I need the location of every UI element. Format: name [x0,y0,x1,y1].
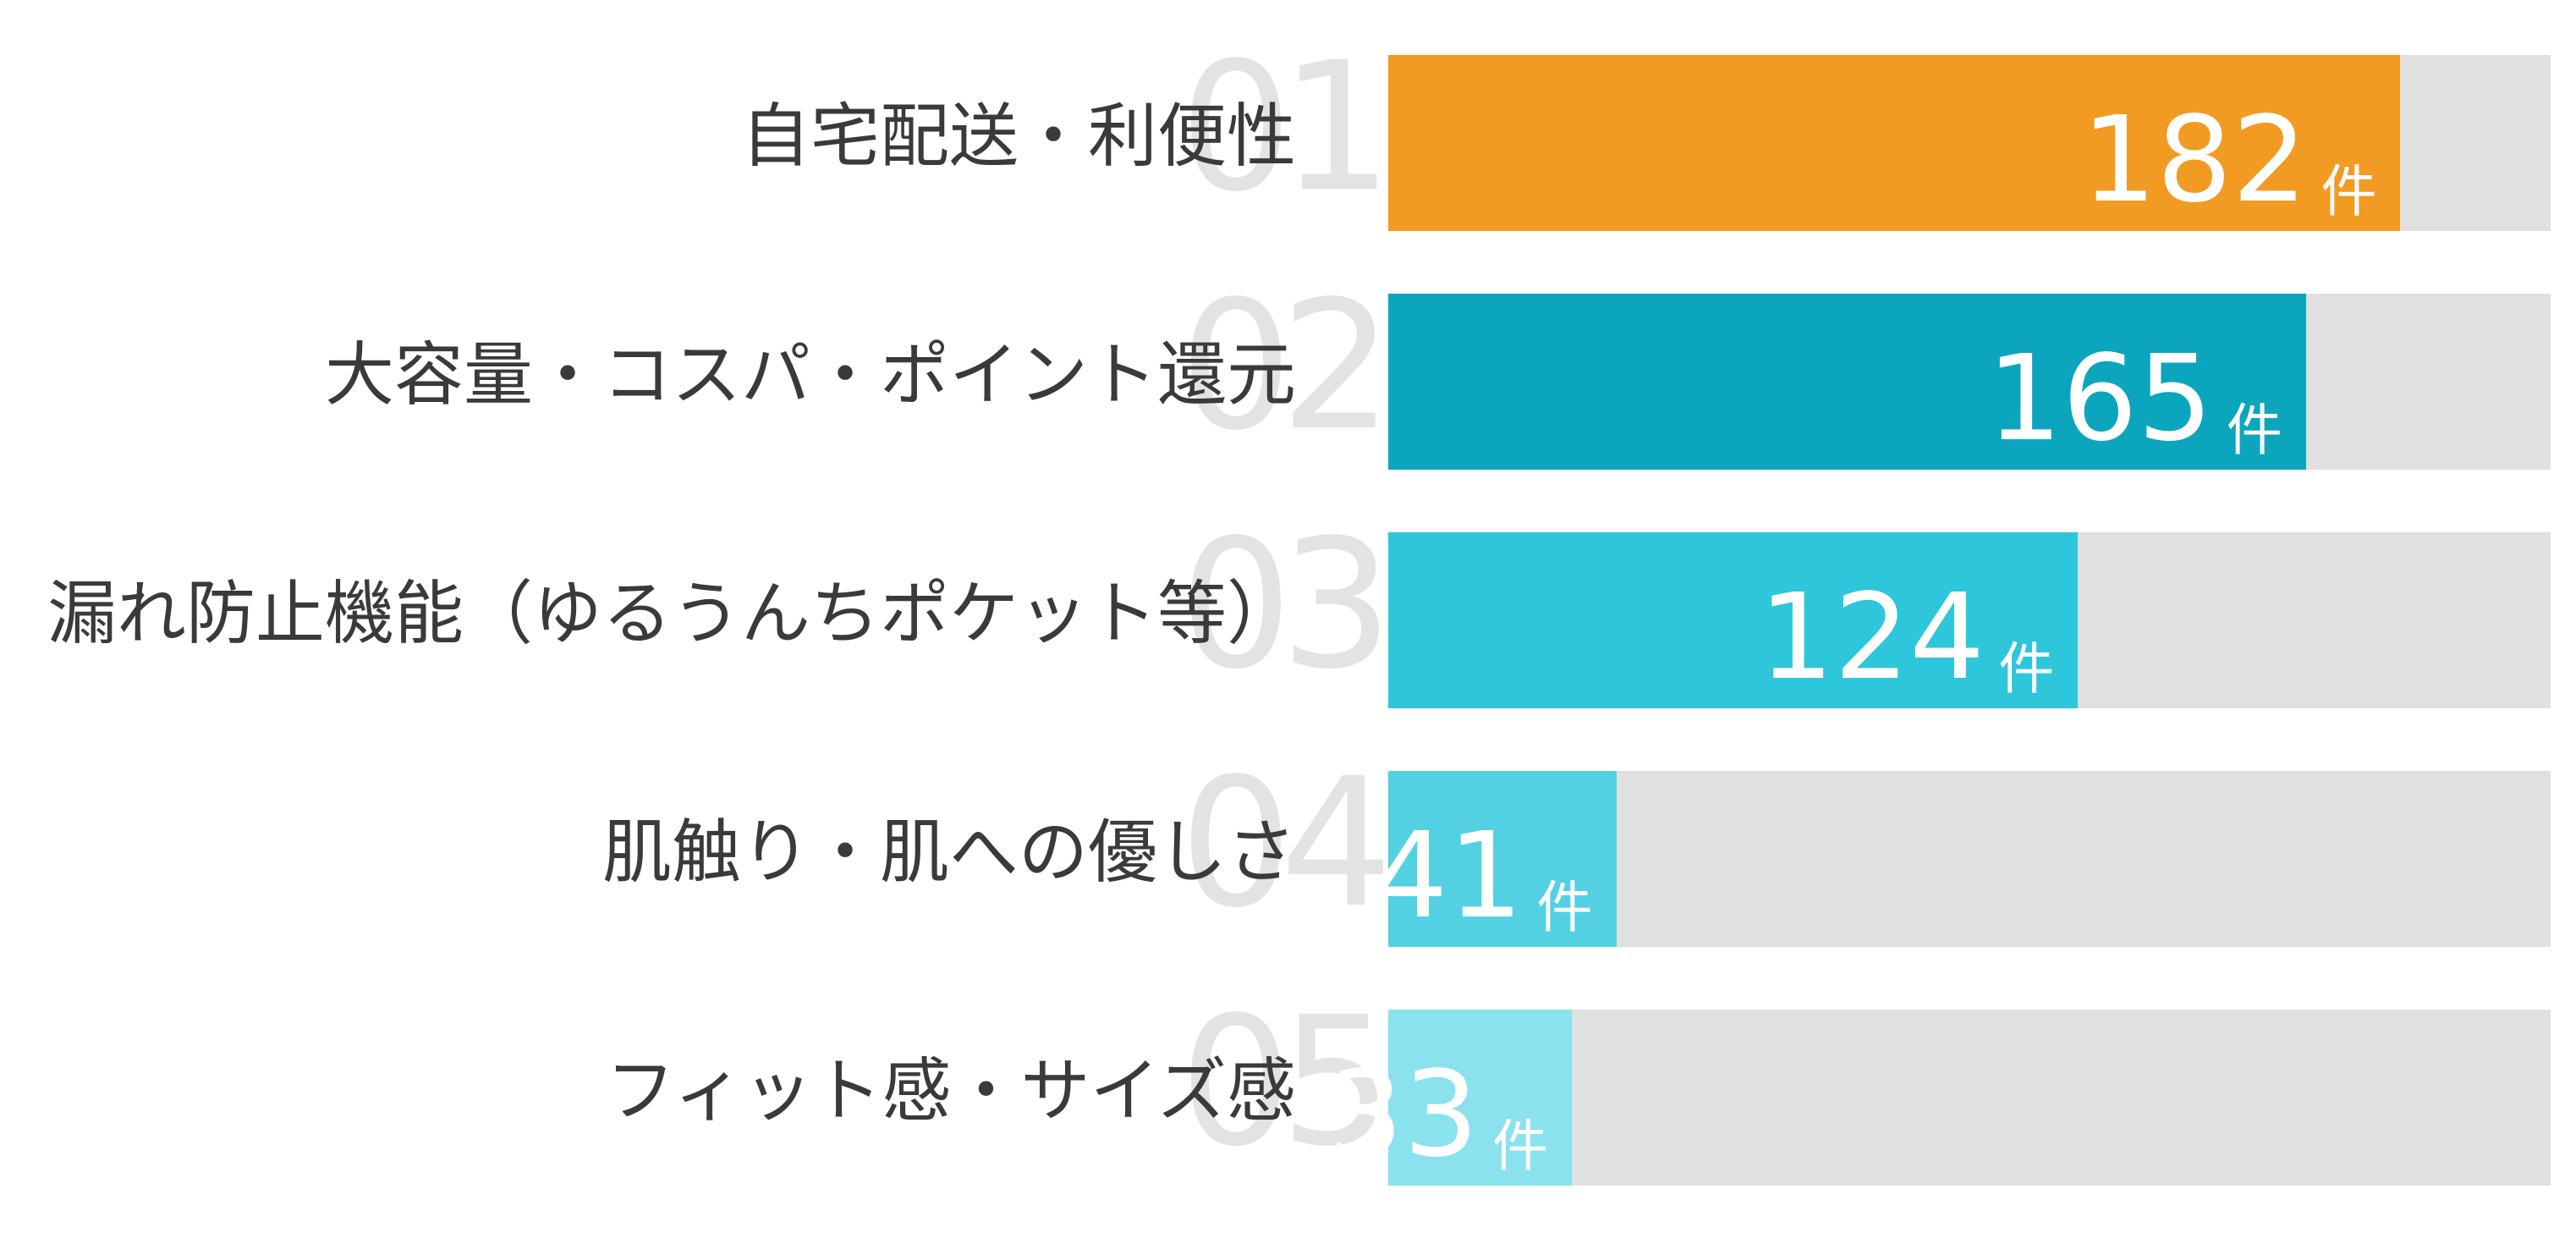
bar-track: 124 件 [1388,532,2551,708]
bar-track: 165 件 [1388,294,2551,470]
bar-track: 33 件 [1328,1010,2551,1186]
bar-row: 04 肌触り・肌への優しさ 41 件 [0,755,2576,947]
bar-fill: 165 件 [1388,294,2306,470]
category-label: 自宅配送・利便性 [740,96,1296,177]
bar-value: 165 [1986,330,2213,468]
bar-value-unit: 件 [1998,636,2055,702]
bar-value-group: 124 件 [1759,579,2054,697]
rank-index-number: 03 [1179,501,1393,708]
bar-value: 124 [1758,569,1986,707]
rank-index-number: 04 [1179,740,1393,947]
bar-value-unit: 件 [2226,398,2282,463]
bar-value-group: 182 件 [2081,102,2376,220]
rank-index-number: 05 [1179,978,1393,1186]
category-label: フィット感・サイズ感 [606,1050,1296,1131]
bar-fill: 182 件 [1388,55,2401,231]
bar-value: 33 [1327,1046,1479,1184]
rank-index-number: 01 [1179,24,1393,231]
category-label: 肌触り・肌への優しさ [601,812,1296,893]
bar-row: 02 大容量・コスパ・ポイント還元 165 件 [0,278,2576,470]
bar-value-unit: 件 [1491,1114,1548,1179]
rank-index-number: 02 [1179,262,1393,470]
bar-row: 05 フィット感・サイズ感 33 件 [0,994,2576,1186]
bar-fill: 124 件 [1388,532,2079,708]
bar-value: 41 [1372,807,1524,945]
bar-track: 41 件 [1372,771,2551,947]
category-label: 大容量・コスパ・ポイント還元 [324,334,1296,416]
bar-value-unit: 件 [2321,159,2377,224]
bar-value-group: 41 件 [1372,817,1592,936]
bar-fill: 33 件 [1328,1010,1572,1186]
bar-fill: 41 件 [1372,771,1617,947]
bar-value: 182 [2081,91,2308,229]
bar-row: 03 漏れ防止機能（ゆるうんちポケット等） 124 件 [0,516,2576,708]
bar-track: 182 件 [1388,55,2551,231]
bar-value-group: 33 件 [1328,1056,1548,1175]
bar-value-group: 165 件 [1987,340,2282,459]
bar-row: 01 自宅配送・利便性 182 件 [0,39,2576,231]
bar-value-unit: 件 [1536,875,1593,940]
category-label: 漏れ防止機能（ゆるうんちポケット等） [47,573,1296,654]
